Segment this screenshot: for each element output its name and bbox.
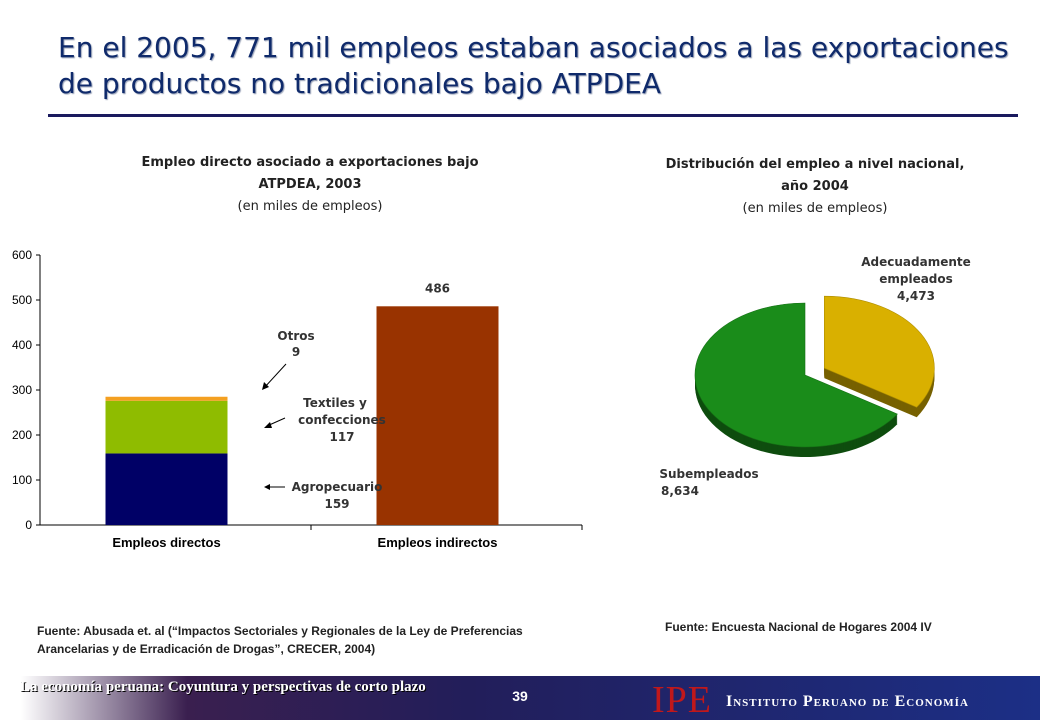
ipe-logo: IPE — [652, 679, 712, 721]
pie-chart-title-line1: Distribución del empleo a nivel nacional… — [665, 157, 965, 172]
annotation-otros-leader — [263, 363, 287, 389]
pie-chart-heading: Distribución del empleo a nivel nacional… — [600, 154, 1030, 220]
pie-label-adecuado-value: 4,473 — [897, 289, 935, 303]
x-tick-label: Empleos indirectos — [378, 535, 498, 550]
pie-chart-subtitle: (en miles de empleos) — [742, 201, 888, 216]
annotation-agropecuario-label: Agropecuario — [292, 480, 383, 494]
bar-chart-title-line2: ATPDEA, 2003 — [258, 177, 362, 192]
y-tick-label: 400 — [12, 338, 32, 352]
annotation-textiles-label-line1: Textiles y — [303, 396, 367, 410]
annotation-otros-arrowhead — [262, 382, 269, 390]
bar-segment — [376, 306, 499, 525]
bar-segment — [105, 400, 228, 454]
y-tick-label: 100 — [12, 473, 32, 487]
annotation-textiles-label-line2: confecciones — [298, 413, 386, 427]
pie-chart-source: Fuente: Encuesta Nacional de Hogares 200… — [665, 620, 932, 634]
data-label-indirectos: 486 — [425, 281, 450, 295]
bar-chart-source: Fuente: Abusada et. al (“Impactos Sector… — [37, 624, 523, 656]
footer-band — [0, 676, 1040, 720]
bar-segment — [105, 453, 228, 525]
annotation-otros-label: Otros — [277, 329, 314, 343]
y-tick-label: 500 — [12, 293, 32, 307]
page-number: 39 — [512, 688, 528, 704]
pie-label-adecuado-line2: empleados — [879, 272, 953, 286]
title-divider — [48, 114, 1018, 117]
annotation-otros-value: 9 — [292, 345, 300, 359]
x-tick-label: Empleos directos — [112, 535, 220, 550]
annotation-agropecuario-value: 159 — [324, 497, 349, 511]
annotation-textiles-value: 117 — [329, 430, 354, 444]
footer-caption: La economía peruana: Coyuntura y perspec… — [20, 679, 426, 695]
annotation-agropecuario-arrowhead — [264, 484, 270, 490]
y-tick-label: 300 — [12, 383, 32, 397]
pie-slice — [694, 302, 898, 448]
bar-chart-heading: Empleo directo asociado a exportaciones … — [90, 152, 530, 218]
y-tick-label: 200 — [12, 428, 32, 442]
institute-name: Instituto Peruano de Economía — [726, 693, 969, 710]
y-tick-label: 0 — [25, 518, 32, 532]
bar-chart-subtitle: (en miles de empleos) — [237, 199, 383, 214]
bar-chart-title-line1: Empleo directo asociado a exportaciones … — [141, 155, 479, 170]
pie-chart: Adecuadamente empleados 4,473 Subempleados 8… — [659, 255, 971, 498]
pie-label-adecuado-line1: Adecuadamente — [861, 255, 971, 269]
bar-segment — [105, 396, 228, 401]
pie-slice — [824, 295, 935, 408]
pie-label-subempleados-value: 8,634 — [661, 484, 699, 498]
pie-label-subempleados: Subempleados — [659, 467, 758, 481]
annotation-textiles-arrowhead — [264, 422, 272, 428]
slide-title: En el 2005, 771 mil empleos estaban asoc… — [58, 31, 1009, 100]
y-tick-label: 600 — [12, 248, 32, 262]
bar-chart: 0 100 200 300 400 500 600 Empleos directos Emple… — [12, 248, 583, 550]
pie-chart-title-line2: año 2004 — [781, 179, 849, 194]
